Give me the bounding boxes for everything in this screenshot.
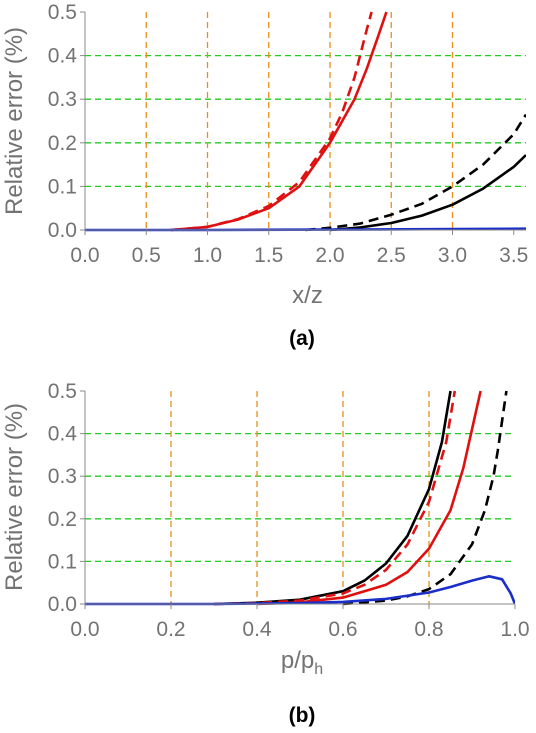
x-axis-label: p/ph — [281, 647, 323, 678]
x-axis-label-subscript: h — [314, 661, 323, 678]
x-tick-label: 2.5 — [377, 244, 406, 267]
series-line-0 — [213, 390, 452, 606]
series-line-4 — [85, 574, 515, 606]
x-tick-label: 2.0 — [315, 244, 344, 267]
y-tick-label: 0.5 — [48, 380, 77, 403]
series-line-2 — [256, 390, 482, 606]
x-tick-label: 1.0 — [500, 618, 529, 641]
series-line-3 — [329, 154, 526, 232]
series-line-2 — [305, 113, 526, 232]
x-axis-label: x/z — [292, 282, 323, 309]
y-axis-label: Relative error (%) — [1, 27, 28, 215]
x-tick-label: 0.6 — [328, 618, 357, 641]
y-tick-label: 0.4 — [48, 423, 78, 446]
x-tick-label: 1.5 — [254, 244, 283, 267]
x-tick-label: 0.4 — [242, 618, 272, 641]
y-tick-label: 0.5 — [48, 1, 77, 24]
y-axis-label: Relative error (%) — [1, 403, 28, 591]
y-tick-label: 0.1 — [48, 175, 77, 198]
y-tick-label: 0.2 — [48, 132, 77, 155]
x-tick-label: 0.0 — [70, 618, 99, 641]
panel-label: (b) — [289, 704, 316, 727]
y-tick-label: 0.3 — [48, 88, 77, 111]
x-tick-label: 0.8 — [414, 618, 443, 641]
x-tick-label: 3.0 — [438, 244, 467, 267]
series-line-1 — [213, 390, 457, 606]
y-tick-label: 0.3 — [48, 465, 77, 488]
series-line-1 — [170, 11, 388, 232]
panel-label: (a) — [289, 327, 315, 350]
y-tick-label: 0.0 — [48, 219, 77, 242]
y-tick-label: 0.0 — [48, 593, 77, 616]
y-tick-label: 0.4 — [48, 45, 78, 68]
panel-b: 0.0 0.2 0.4 0.6 0.8 1.0 0.0 0.1 0.2 0.3 0.4 0.5 Rela… — [1, 380, 530, 727]
y-tick-label: 0.2 — [48, 508, 77, 531]
panel-a: 0.0 0.5 1.0 1.5 2.0 2.5 3.0 3.5 0.0 0.1 0.2 0.3 0.4 0… — [1, 1, 528, 350]
x-tick-label: 3.5 — [499, 244, 528, 267]
x-tick-label: 0.0 — [70, 244, 99, 267]
x-tick-label: 0.5 — [132, 244, 161, 267]
x-tick-label: 0.2 — [156, 618, 185, 641]
x-tick-label: 1.0 — [193, 244, 222, 267]
y-tick-label: 0.1 — [48, 550, 77, 573]
